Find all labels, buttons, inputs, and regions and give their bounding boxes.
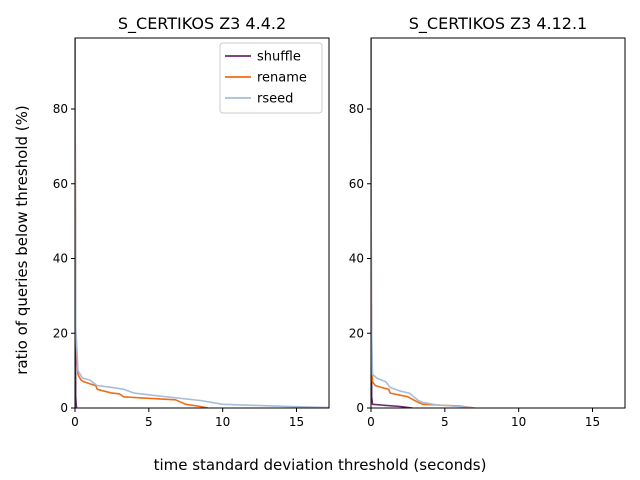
x-tick-label: 5 [145, 415, 153, 429]
legend-label-shuffle: shuffle [257, 50, 301, 65]
y-tick-label: 80 [349, 102, 364, 116]
y-tick-label: 0 [356, 401, 364, 415]
chart-title: S_CERTIKOS Z3 4.12.1 [409, 14, 587, 34]
x-tick-label: 10 [215, 415, 230, 429]
series-line-rename [75, 38, 209, 408]
x-tick-label: 10 [511, 415, 526, 429]
x-tick-label: 15 [585, 415, 600, 429]
x-tick-label: 0 [367, 415, 375, 429]
right-chart-panel: S_CERTIKOS Z3 4.12.1 0 5 10 15 0 20 40 60 80 [349, 14, 626, 429]
legend-label-rseed: rseed [257, 92, 293, 107]
x-tick-label: 0 [71, 415, 79, 429]
x-tick-label: 5 [441, 415, 449, 429]
y-tick-label: 40 [349, 252, 364, 266]
y-axis-label: ratio of queries below threshold (%) [13, 105, 31, 374]
y-tick-label: 60 [349, 177, 364, 191]
left-chart-panel: S_CERTIKOS Z3 4.4.2 0 5 10 15 0 20 40 60 80 [53, 14, 330, 429]
legend-label-rename: rename [257, 71, 307, 86]
series-line-rseed [75, 38, 329, 408]
y-tick-label: 0 [60, 401, 68, 415]
legend: shuffle rename rseed [219, 42, 323, 114]
x-axis-label: time standard deviation threshold (secon… [154, 456, 487, 474]
x-tick-label: 15 [289, 415, 304, 429]
chart-title: S_CERTIKOS Z3 4.4.2 [118, 14, 286, 34]
y-tick-label: 80 [53, 102, 68, 116]
plot-frame [74, 37, 330, 409]
plot-frame [370, 37, 626, 409]
y-tick-label: 20 [53, 326, 68, 340]
y-tick-label: 40 [53, 252, 68, 266]
y-tick-label: 60 [53, 177, 68, 191]
legend-box [219, 42, 323, 114]
y-tick-label: 20 [349, 326, 364, 340]
series-line-rseed [371, 38, 475, 408]
